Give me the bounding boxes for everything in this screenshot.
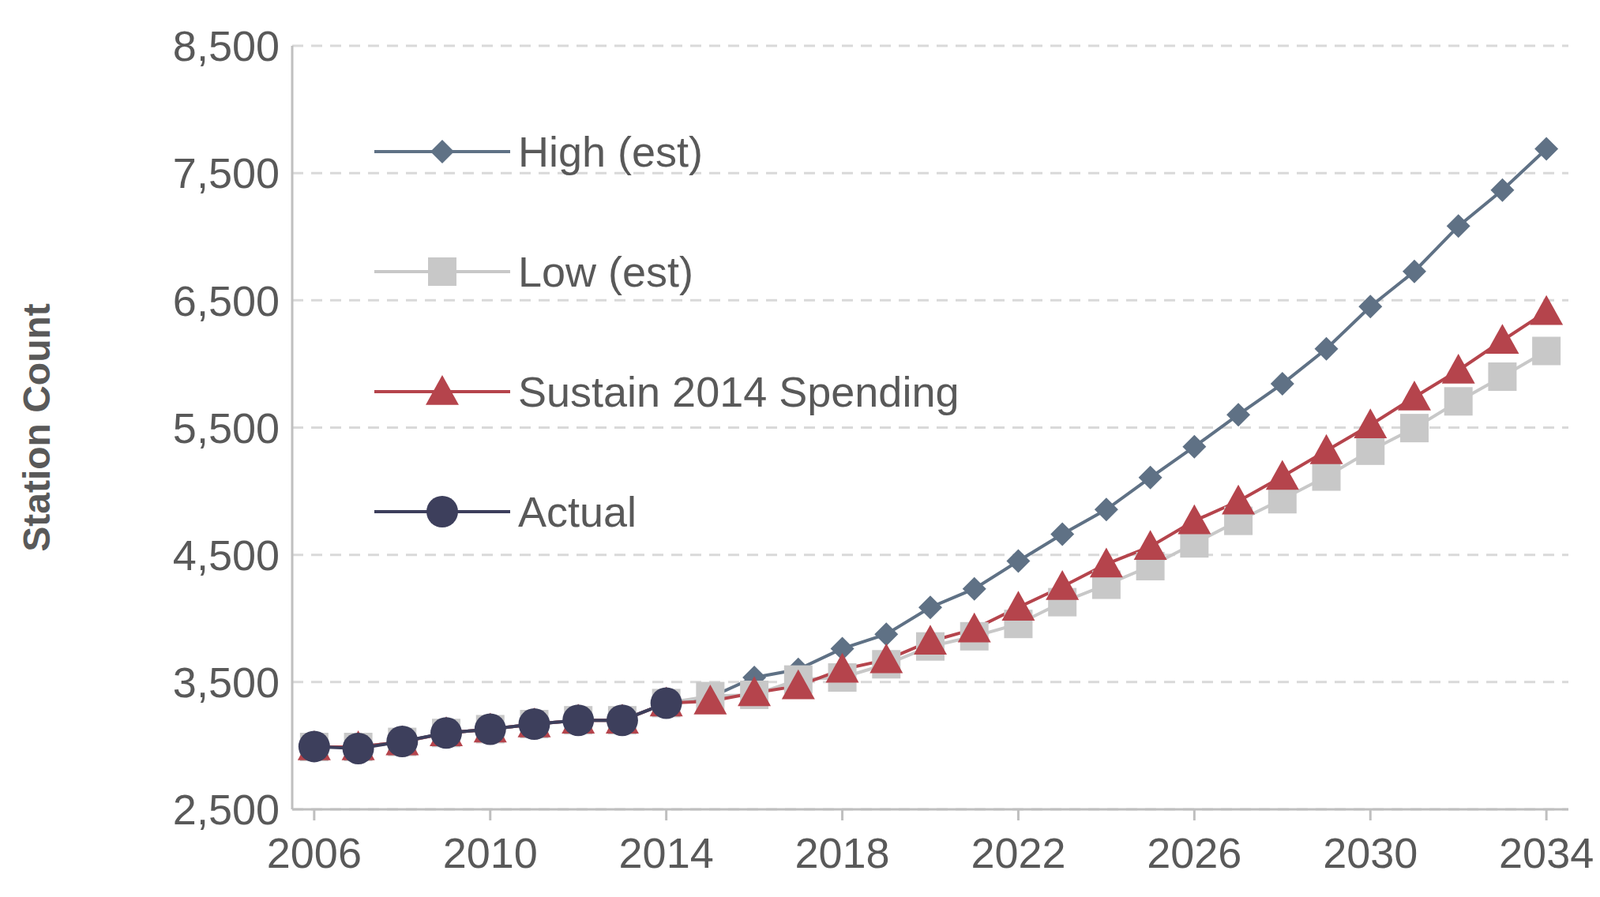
svg-text:2018: 2018	[794, 829, 890, 877]
html-text:Low (est): Low (est)	[518, 247, 694, 296]
svg-text:2022: 2022	[970, 829, 1066, 877]
svg-text:2,500: 2,500	[172, 785, 280, 834]
svg-text:2014: 2014	[619, 829, 714, 877]
svg-text:2010: 2010	[443, 829, 538, 877]
svg-text:2030: 2030	[1322, 829, 1418, 877]
svg-text:6,500: 6,500	[172, 277, 280, 325]
html-text:Sustain 2014 Spending: Sustain 2014 Spending	[518, 368, 960, 416]
html-text:Actual: Actual	[518, 488, 637, 536]
svg-text:2006: 2006	[266, 829, 362, 877]
html-text:High (est): High (est)	[518, 127, 703, 176]
svg-text:4,500: 4,500	[172, 531, 280, 579]
svg-text:Station Count: Station Count	[15, 303, 58, 553]
svg-text:2034: 2034	[1498, 829, 1594, 877]
svg-text:2026: 2026	[1146, 829, 1242, 877]
svg-text:7,500: 7,500	[172, 149, 280, 197]
svg-text:5,500: 5,500	[172, 404, 280, 452]
svg-text:8,500: 8,500	[172, 22, 280, 70]
svg-text:3,500: 3,500	[172, 658, 280, 707]
